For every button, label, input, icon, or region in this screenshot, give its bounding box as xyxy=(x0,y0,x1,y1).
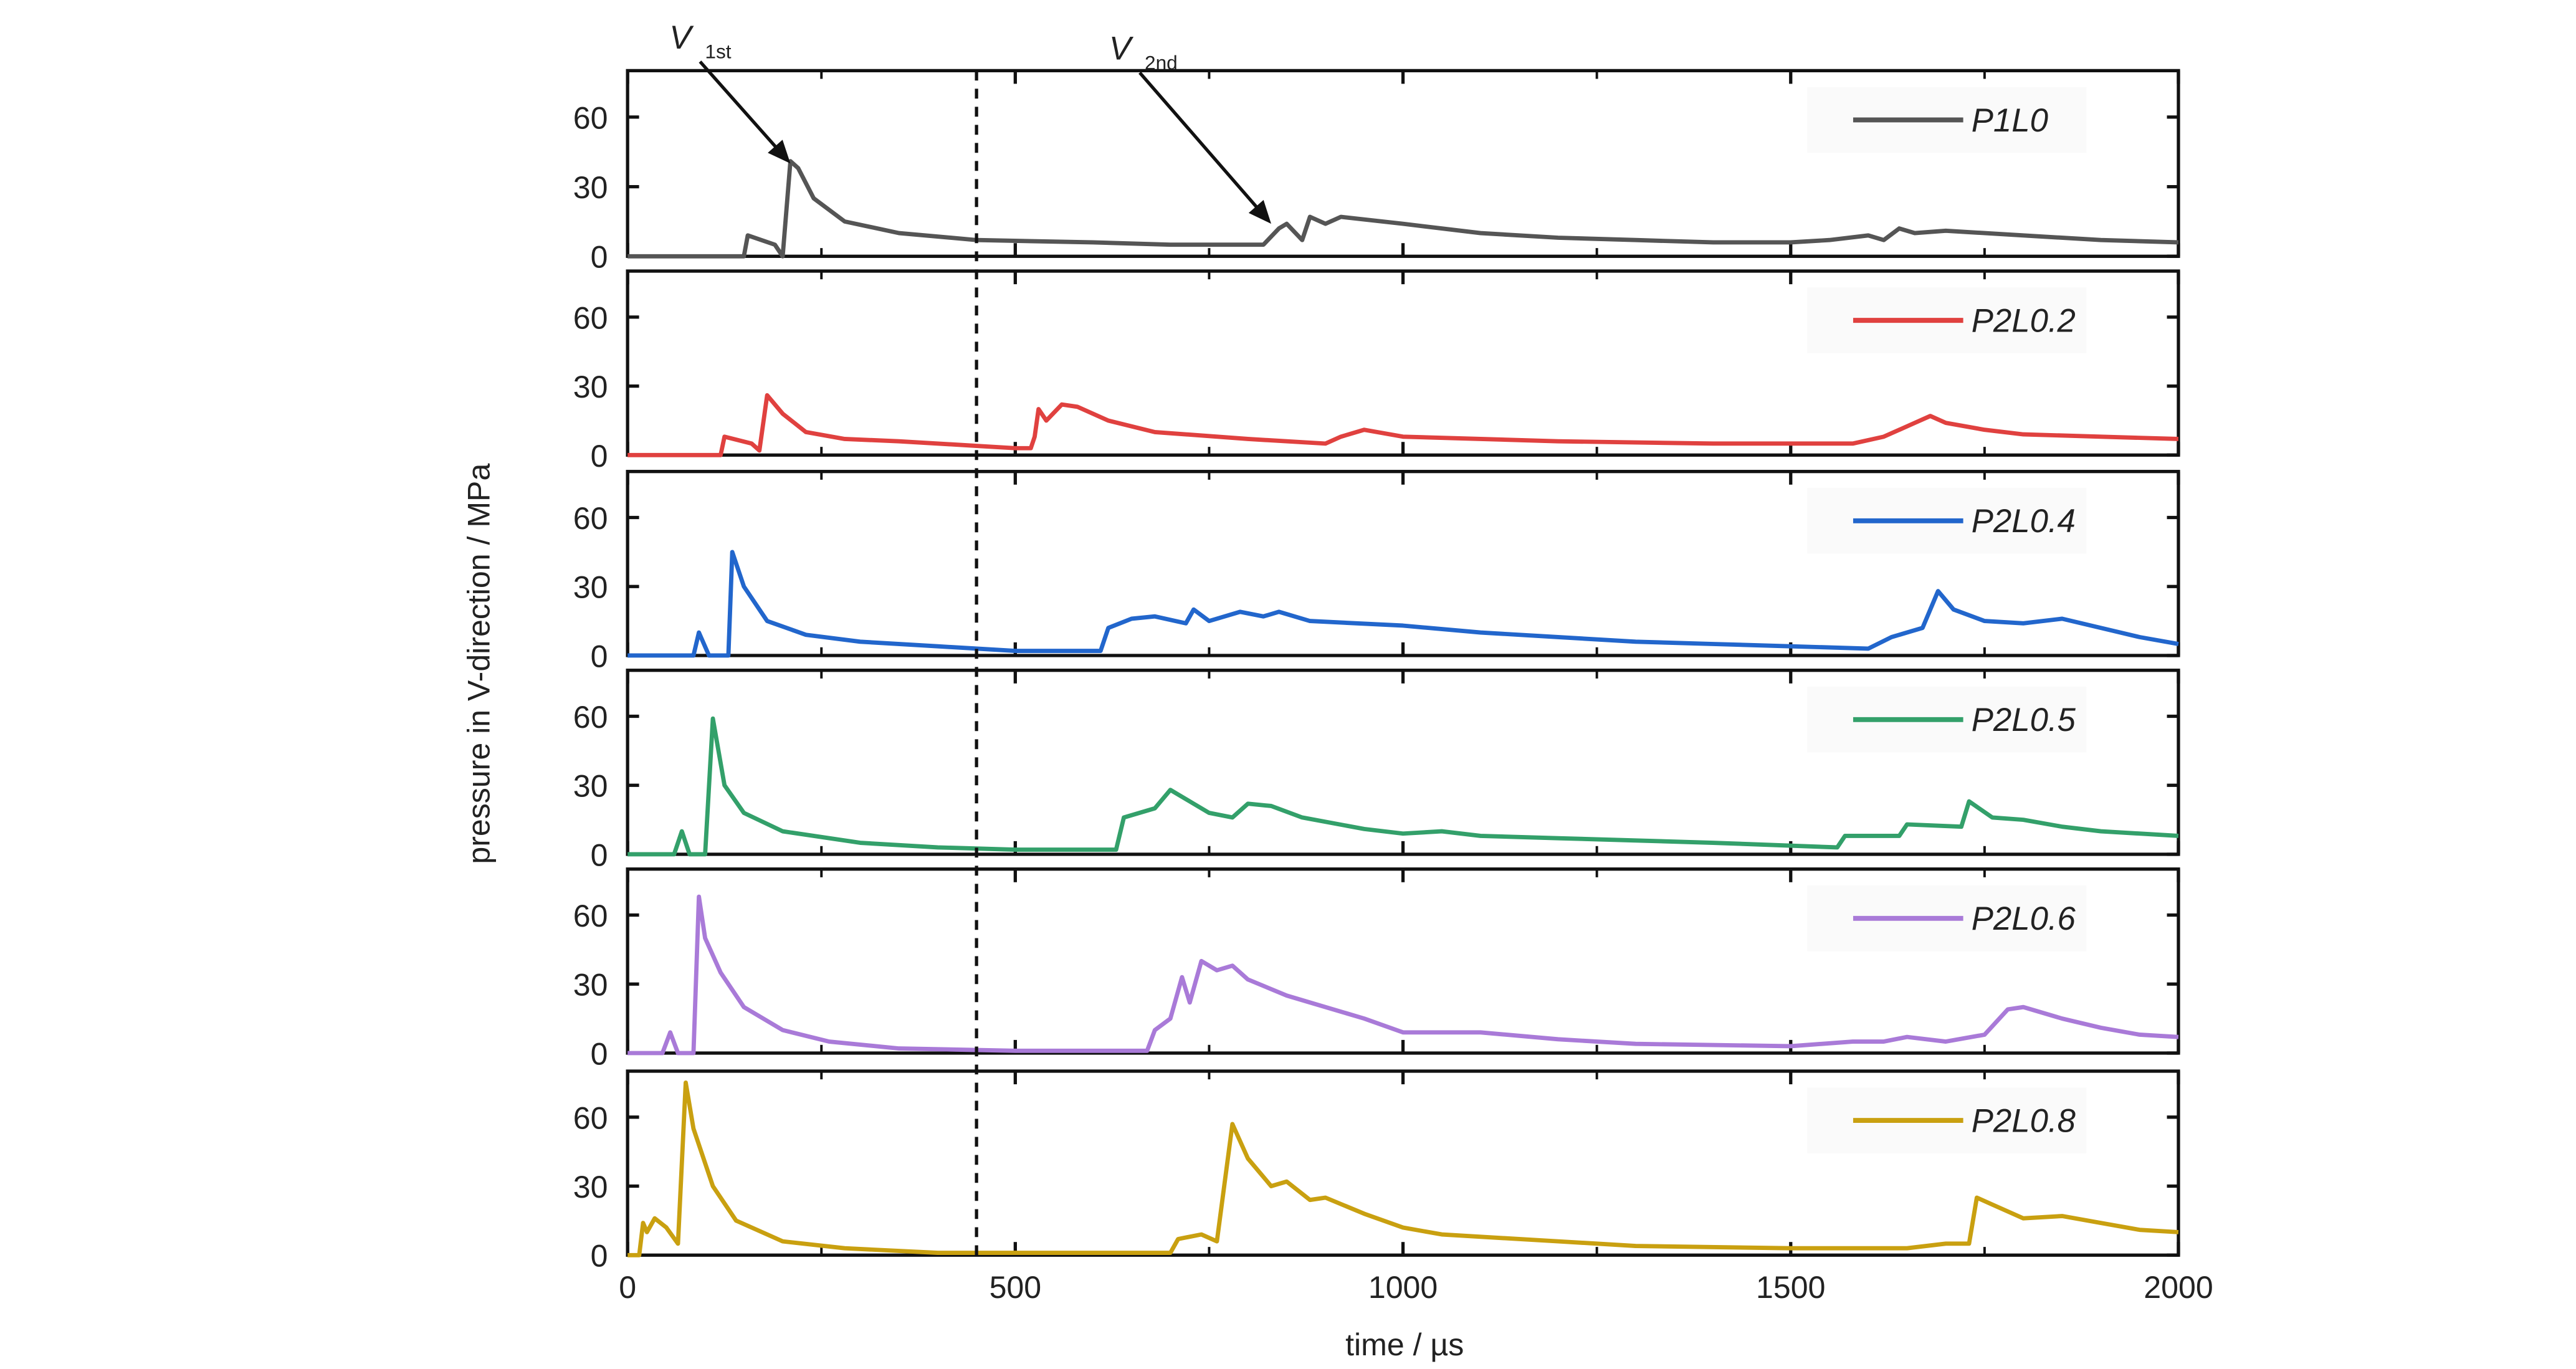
annotation-label: V xyxy=(669,19,694,56)
data-line xyxy=(627,393,2179,457)
annotation-arrowhead xyxy=(768,140,791,164)
y-tick-label: 0 xyxy=(591,1239,608,1274)
y-tick-label: 60 xyxy=(573,100,608,135)
y-tick-label: 0 xyxy=(591,240,608,275)
annotation-arrow xyxy=(1138,71,1261,211)
x-tick-label: 1500 xyxy=(1756,1270,1825,1305)
annotation-subscript: 1st xyxy=(705,41,731,63)
y-tick-label: 60 xyxy=(573,300,608,335)
y-tick-label: 0 xyxy=(591,1036,608,1071)
legend-label: P2L0.6 xyxy=(1972,900,2076,937)
y-tick-label: 60 xyxy=(573,700,608,735)
data-line xyxy=(627,894,2179,1056)
y-tick-label: 0 xyxy=(591,639,608,674)
x-tick-label: 1000 xyxy=(1368,1270,1438,1305)
x-axis-label: time / µs xyxy=(1345,1327,1464,1362)
annotation-arrowhead xyxy=(1248,199,1272,224)
y-tick-label: 60 xyxy=(573,1100,608,1135)
data-line xyxy=(627,550,2179,658)
annotation-subscript: 2nd xyxy=(1145,51,1178,74)
x-tick-label: 0 xyxy=(619,1270,636,1305)
annotation-arrow xyxy=(699,60,780,151)
legend-label: P2L0.5 xyxy=(1972,702,2076,738)
y-tick-label: 30 xyxy=(573,170,608,205)
y-tick-label: 30 xyxy=(573,1170,608,1204)
annotation-label: V xyxy=(1109,31,1134,67)
legend-label: P2L0.4 xyxy=(1972,503,2076,540)
y-tick-label: 30 xyxy=(573,370,608,404)
x-tick-label: 500 xyxy=(990,1270,1042,1305)
y-tick-label: 30 xyxy=(573,570,608,605)
y-tick-label: 30 xyxy=(573,769,608,804)
y-tick-label: 0 xyxy=(591,837,608,872)
y-axis-label: pressure in V-direction / MPa xyxy=(462,464,497,864)
y-tick-label: 30 xyxy=(573,968,608,1003)
y-tick-label: 0 xyxy=(591,439,608,474)
y-tick-label: 60 xyxy=(573,501,608,536)
legend-label: P2L0.2 xyxy=(1972,303,2076,340)
data-line xyxy=(627,159,2179,259)
y-tick-label: 60 xyxy=(573,899,608,933)
x-tick-label: 2000 xyxy=(2144,1270,2213,1305)
legend-label: P2L0.8 xyxy=(1972,1103,2076,1140)
data-line xyxy=(627,716,2179,857)
data-line xyxy=(627,1080,2179,1257)
legend-label: P1L0 xyxy=(1972,102,2048,139)
